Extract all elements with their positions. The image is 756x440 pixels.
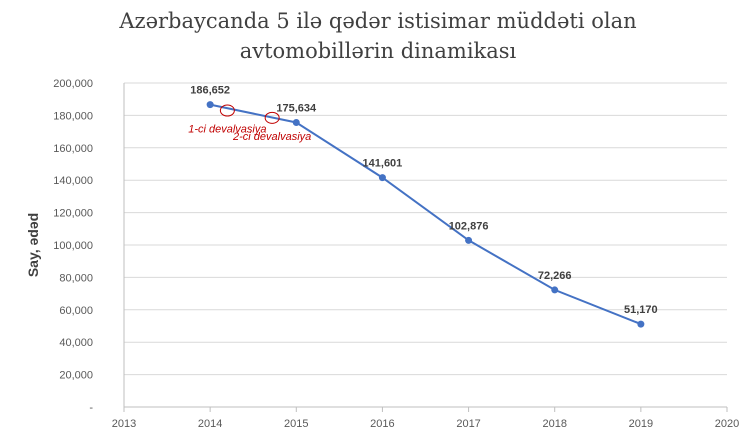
x-tick-label: 2014 [198,418,222,430]
x-tick-label: 2019 [629,418,653,430]
annotation-label: 2-ci devalvasiya [232,131,311,143]
series [206,101,645,328]
y-tick-label: 120,000 [53,208,93,220]
y-tick-label: 100,000 [53,240,93,252]
data-label: 186,652 [190,85,230,97]
y-tick-label: 80,000 [59,272,93,284]
chart-title: Azərbaycanda 5 ilə qədər istisimar müddə… [0,6,756,66]
x-tick-label: 2013 [112,418,136,430]
y-tick-label: 140,000 [53,175,93,187]
axes [123,83,728,412]
chart-title-line-1: Azərbaycanda 5 ilə qədər istisimar müddə… [119,9,637,33]
data-point [551,286,559,294]
annotation-label: 1-ci devalvasiya [188,124,266,136]
x-tick-label: 2015 [284,418,308,430]
annotation-marker [264,111,280,124]
data-label: 141,601 [363,158,403,170]
y-tick-label: 40,000 [59,337,93,349]
data-point [206,101,214,109]
y-tick-label: 60,000 [59,305,93,317]
data-point [465,236,473,244]
y-axis-label: Say, ədəd [25,213,41,277]
gridlines [124,82,727,376]
y-tick-label: 180,000 [53,110,93,122]
y-tick-label: 20,000 [59,370,93,382]
y-tick-label: 200,000 [53,78,93,90]
series-line [209,103,642,326]
data-label: 72,266 [538,270,572,282]
y-tick-label: - [89,402,93,414]
data-label: 51,170 [624,304,658,316]
x-tick-label: 2017 [456,418,480,430]
x-tick-label: 2018 [542,418,566,430]
data-labels: 186,652 175,634 141,601 102,876 72,266 51,170 [190,85,657,316]
data-point [378,174,386,182]
y-tick-labels: - 20,000 40,000 60,000 80,000 100,000 120,000 1… [53,78,93,414]
data-point [637,320,645,328]
x-tick-label: 2016 [370,418,394,430]
y-tick-label: 160,000 [53,143,93,155]
data-label: 102,876 [449,220,489,232]
data-label: 175,634 [276,102,317,114]
chart-title-line-2: avtomobillərin dinamikası [239,39,517,63]
annotation-marker [219,104,235,117]
x-tick-labels: 2013 2014 2015 2016 2017 2018 2019 2020 [112,418,739,430]
x-tick-label: 2020 [715,418,739,430]
data-point [292,118,300,126]
